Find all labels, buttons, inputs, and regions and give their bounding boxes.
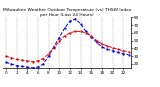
Title: Milwaukee Weather Outdoor Temperature (vs) THSW Index per Hour (Last 24 Hours): Milwaukee Weather Outdoor Temperature (v… [3,8,132,17]
